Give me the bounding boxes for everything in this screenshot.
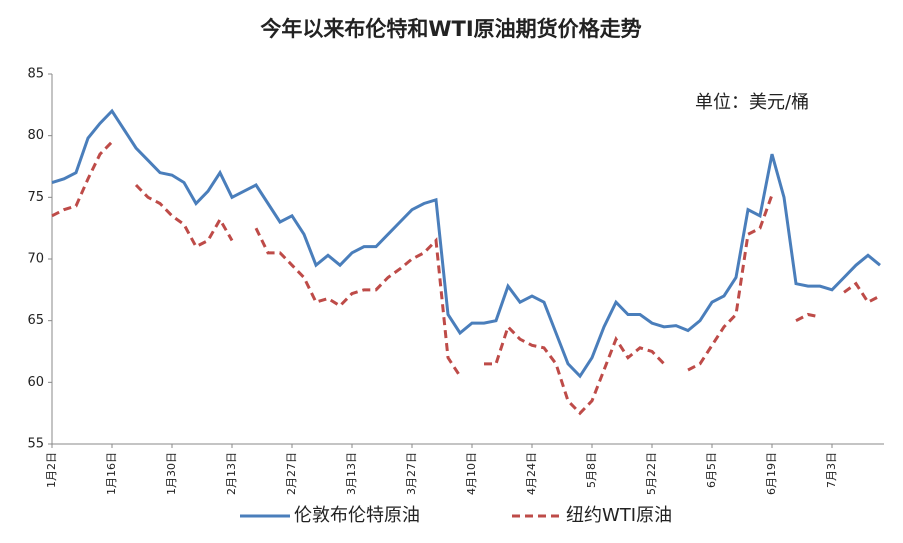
y-tick-label: 70 — [27, 252, 44, 267]
y-tick-label: 85 — [27, 67, 44, 82]
y-tick-label: 80 — [27, 128, 44, 143]
x-tick-label: 3月13日 — [345, 452, 358, 495]
x-tick-label: 4月10日 — [465, 452, 478, 495]
x-tick-label: 6月5日 — [705, 452, 718, 488]
x-tick-label: 2月13日 — [225, 452, 238, 495]
x-tick-label: 6月19日 — [765, 452, 778, 495]
x-tick-label: 4月24日 — [525, 452, 538, 495]
x-tick-label: 2月27日 — [285, 452, 298, 495]
x-tick-label: 5月22日 — [645, 452, 658, 495]
x-tick-label: 3月27日 — [405, 452, 418, 495]
x-tick-label: 7月3日 — [825, 452, 838, 488]
unit-annotation: 单位：美元/桶 — [695, 92, 809, 113]
legend-label: 纽约WTI原油 — [566, 505, 672, 526]
y-tick-label: 75 — [27, 190, 44, 205]
series-line — [51, 140, 881, 416]
y-tick-label: 60 — [27, 375, 44, 390]
y-tick-label: 65 — [27, 313, 44, 328]
y-tick-label: 55 — [27, 437, 44, 452]
legend-label: 伦敦布伦特原油 — [294, 505, 420, 526]
x-tick-label: 1月30日 — [165, 452, 178, 495]
chart-title: 今年以来布伦特和WTI原油期货价格走势 — [260, 17, 641, 41]
x-tick-label: 1月16日 — [105, 452, 118, 495]
x-tick-label: 5月8日 — [585, 452, 598, 488]
x-tick-label: 1月2日 — [45, 452, 58, 488]
series-line — [51, 108, 881, 379]
